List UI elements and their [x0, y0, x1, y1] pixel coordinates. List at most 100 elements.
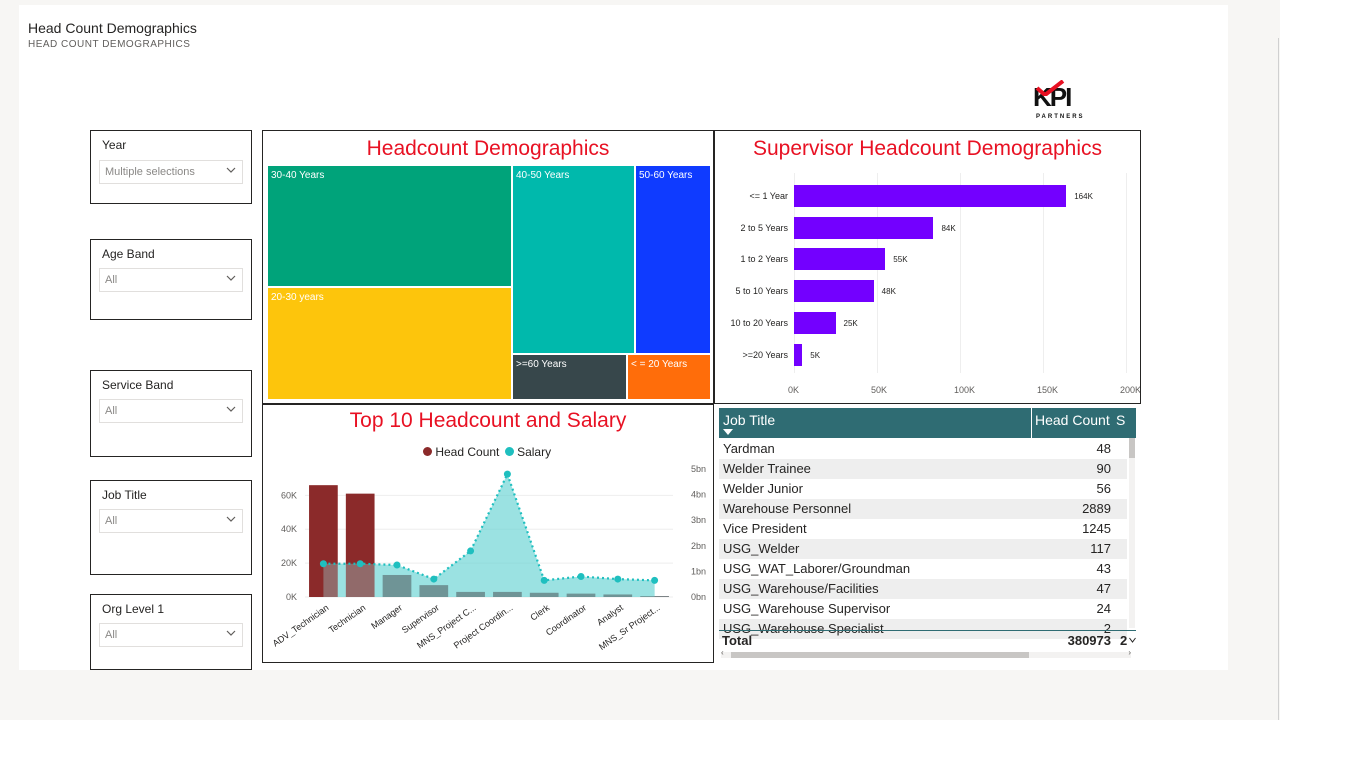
salary-point[interactable]: [503, 470, 511, 478]
treemap-label: < = 20 Years: [631, 359, 688, 370]
bar-category-label: <= 1 Year: [749, 191, 788, 201]
kpi-partners-logo: KPI PARTNERS: [1033, 80, 1097, 124]
x-tick-label: 100K: [954, 385, 976, 395]
scrollbar-thumb[interactable]: [731, 652, 1029, 658]
logo-check-icon: [1035, 80, 1065, 96]
bar[interactable]: [794, 248, 886, 271]
service-band-dropdown[interactable]: All: [99, 399, 243, 423]
table-row[interactable]: Welder Trainee 90: [719, 459, 1127, 479]
salary-point[interactable]: [393, 561, 401, 569]
job-title-dropdown[interactable]: All: [99, 509, 243, 533]
headcount-bar[interactable]: [382, 574, 412, 597]
salary-point[interactable]: [430, 575, 438, 583]
chevron-down-icon: [226, 167, 236, 173]
headcount-bar[interactable]: [493, 591, 522, 597]
table-row[interactable]: Vice President 1245: [719, 519, 1127, 539]
bar[interactable]: [794, 343, 803, 366]
cell-head-count: 24: [1096, 601, 1111, 616]
table-row[interactable]: USG_Warehouse Supervisor 24: [719, 599, 1127, 619]
vertical-scrollbar[interactable]: [1129, 438, 1135, 628]
treemap-label: 50-60 Years: [639, 170, 693, 181]
dropdown-value: All: [105, 274, 118, 286]
salary-line: [323, 471, 655, 582]
headcount-bar[interactable]: [603, 594, 633, 597]
headcount-bar[interactable]: [419, 585, 449, 597]
y-left-tick-label: 40K: [281, 524, 297, 534]
legend-headcount: Head Count: [435, 445, 500, 459]
header-head-count[interactable]: Head Count: [1031, 408, 1111, 438]
headcount-bar[interactable]: [566, 593, 596, 597]
salary-point[interactable]: [319, 560, 327, 568]
cell-job-title: Yardman: [723, 441, 775, 456]
headcount-bar[interactable]: [529, 592, 559, 597]
table-row[interactable]: USG_Warehouse/Facilities 47: [719, 579, 1127, 599]
slicer-label: Job Title: [102, 488, 147, 502]
y-left-tick-label: 60K: [281, 490, 297, 500]
salary-point[interactable]: [540, 576, 548, 584]
x-category-label: Analyst: [595, 602, 625, 627]
horizontal-scrollbar[interactable]: ‹ ›: [721, 648, 1131, 658]
bar-plot-area: 0K 50K 100K 150K 200K <= 1 Year 164K 2 to 5 Yea…: [715, 131, 1140, 403]
sort-desc-icon: [723, 429, 733, 435]
treemap-cell-40-50[interactable]: 40-50 Years: [513, 166, 636, 355]
salary-point[interactable]: [651, 576, 659, 584]
cell-head-count: 1245: [1082, 521, 1111, 536]
headcount-bar[interactable]: [456, 591, 485, 597]
treemap-cell-50-60[interactable]: 50-60 Years: [636, 166, 712, 355]
org-level-dropdown[interactable]: All: [99, 623, 243, 647]
dropdown-value: All: [105, 405, 118, 417]
header-salary-truncated[interactable]: S: [1116, 412, 1126, 428]
salary-area: [323, 474, 655, 597]
table-row[interactable]: Warehouse Personnel 2889: [719, 499, 1127, 519]
bar-category-label: 1 to 2 Years: [740, 254, 788, 265]
chevron-down-icon: [1129, 637, 1136, 643]
bar[interactable]: [794, 185, 1067, 207]
cell-job-title: Welder Trainee: [723, 461, 811, 476]
header-job-title[interactable]: Job Title: [723, 412, 776, 428]
cell-head-count: 56: [1096, 481, 1111, 496]
table-row[interactable]: Welder Junior 56: [719, 479, 1127, 499]
treemap-cell-20-30[interactable]: 20-30 years: [268, 288, 513, 401]
page-subtitle: HEAD COUNT DEMOGRAPHICS: [28, 39, 191, 50]
salary-point[interactable]: [356, 560, 364, 568]
treemap-cell-under-20[interactable]: < = 20 Years: [628, 355, 712, 401]
year-dropdown[interactable]: Multiple selections: [99, 160, 243, 184]
table-row[interactable]: Yardman 48: [719, 439, 1127, 459]
cell-job-title: USG_Welder: [723, 541, 800, 556]
treemap-cell-30-40[interactable]: 30-40 Years: [268, 166, 513, 288]
vscroll-thumb[interactable]: [1129, 438, 1135, 458]
salary-point[interactable]: [467, 547, 475, 555]
salary-point[interactable]: [577, 573, 585, 581]
gridline: [877, 173, 878, 373]
table-header: Job Title Head Count S: [719, 408, 1136, 438]
slicer-job-title: Job Title All: [90, 480, 252, 575]
headcount-bar[interactable]: [309, 485, 338, 597]
x-category-label: Coordinator: [544, 602, 588, 637]
x-category-label: Technician: [327, 602, 368, 635]
headcount-bar[interactable]: [345, 493, 375, 597]
age-band-dropdown[interactable]: All: [99, 268, 243, 292]
bar-value-label: 25K: [843, 318, 858, 328]
treemap-label: >=60 Years: [516, 359, 567, 370]
table-row[interactable]: USG_WAT_Laborer/Groundman 43: [719, 559, 1127, 579]
cell-head-count: 43: [1096, 561, 1111, 576]
x-tick-label: 50K: [871, 385, 888, 395]
cell-head-count: 48: [1096, 441, 1111, 456]
headcount-bar[interactable]: [640, 596, 669, 597]
cell-job-title: USG_Warehouse Specialist: [723, 621, 884, 636]
treemap-label: 20-30 years: [271, 292, 324, 303]
page-title: Head Count Demographics: [28, 20, 197, 36]
table-row[interactable]: USG_Warehouse Specialist 2: [719, 619, 1127, 639]
scroll-left-icon[interactable]: ‹: [721, 648, 724, 657]
bar[interactable]: [794, 311, 836, 334]
table-total-row: Total 380973 2: [719, 630, 1136, 653]
salary-legend-marker: [504, 447, 514, 456]
treemap-cell-60-plus[interactable]: >=60 Years: [513, 355, 628, 401]
bar[interactable]: [794, 280, 874, 303]
salary-point[interactable]: [614, 575, 622, 583]
slicer-org-level-1: Org Level 1 All: [90, 594, 252, 670]
bar-value-label: 48K: [881, 287, 896, 297]
scroll-right-icon[interactable]: ›: [1128, 648, 1131, 657]
table-row[interactable]: USG_Welder 117: [719, 539, 1127, 559]
bar[interactable]: [794, 216, 934, 239]
